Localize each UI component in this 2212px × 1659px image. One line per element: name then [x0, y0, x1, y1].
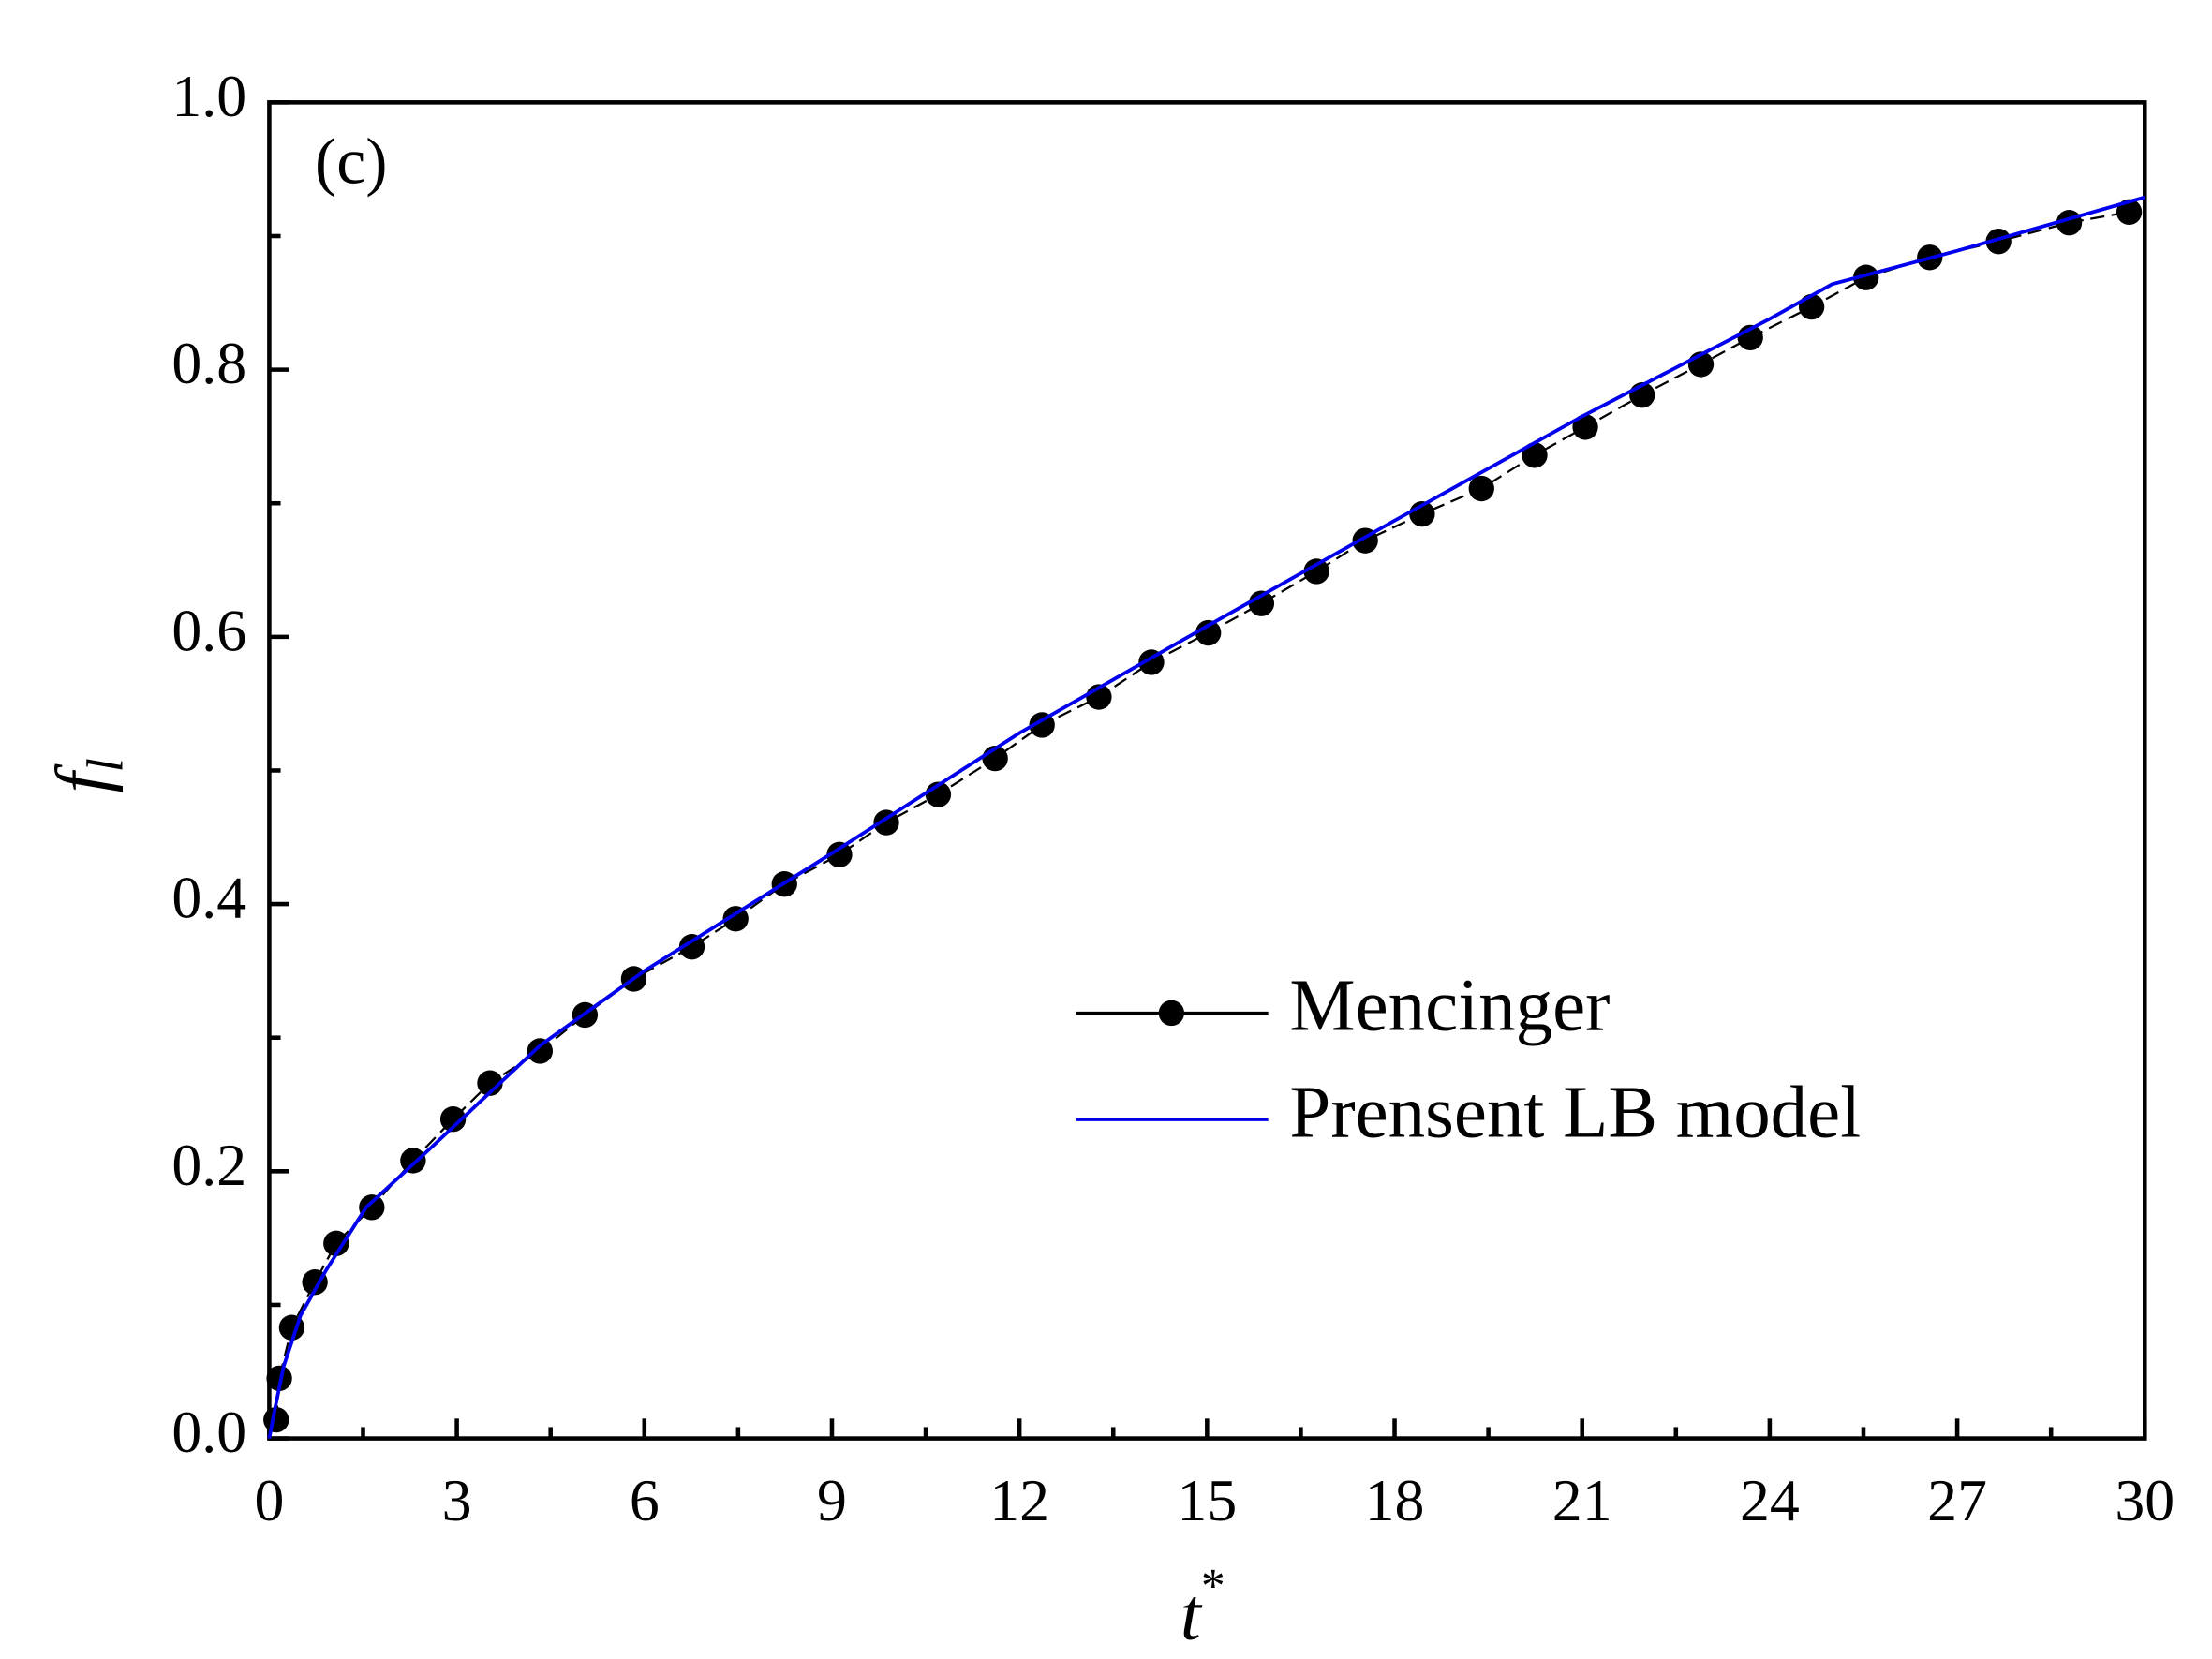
y-tick-label: 0.8: [171, 330, 246, 396]
x-tick-label: 12: [989, 1467, 1049, 1533]
legend-label: Prensent LB model: [1289, 1072, 1861, 1153]
plot-frame: [267, 100, 2147, 1441]
data-point: [1195, 619, 1222, 646]
y-label-subscript: l: [76, 758, 133, 772]
data-point: [1798, 293, 1825, 320]
data-point: [1572, 414, 1598, 440]
data-point: [678, 934, 705, 960]
x-tick-label: 30: [2115, 1467, 2175, 1533]
data-point: [1248, 590, 1275, 616]
x-label-main: t: [1180, 1575, 1203, 1656]
x-tick-label: 18: [1365, 1467, 1425, 1533]
series-line: [275, 211, 2130, 1420]
y-tick-label: 0.2: [171, 1132, 246, 1198]
x-axis-label: t*: [1180, 1560, 1225, 1656]
data-point: [359, 1194, 385, 1221]
y-axis-label: fl: [42, 758, 133, 792]
panel-label: (c): [315, 126, 388, 198]
x-tick-label: 21: [1552, 1467, 1612, 1533]
data-point: [1468, 475, 1494, 502]
data-point: [477, 1070, 503, 1096]
series-line: [267, 195, 2145, 1439]
data-point: [527, 1038, 554, 1064]
y-tick-label: 0.6: [171, 597, 246, 663]
data-point: [1852, 264, 1879, 290]
data-point: [1303, 558, 1329, 585]
data-point: [323, 1230, 349, 1257]
x-tick-label: 27: [1927, 1467, 1987, 1533]
legend-marker: [1158, 1000, 1185, 1027]
data-point: [439, 1106, 467, 1133]
data-point: [400, 1148, 426, 1174]
x-tick-label: 9: [817, 1467, 847, 1533]
y-tick-label: 0.4: [171, 865, 246, 931]
data-point: [722, 906, 749, 932]
legend-label: Mencinger: [1289, 966, 1610, 1047]
data-point: [1522, 442, 1548, 468]
data-point: [1985, 229, 2012, 255]
y-tick-label: 1.0: [171, 63, 246, 129]
x-label-superscript: *: [1201, 1560, 1225, 1613]
x-tick-label: 24: [1740, 1467, 1800, 1533]
x-tick-label: 0: [254, 1467, 284, 1533]
x-tick-label: 15: [1177, 1467, 1237, 1533]
y-tick-label: 0.0: [171, 1399, 246, 1465]
data-point: [263, 1406, 289, 1433]
data-point: [266, 1365, 292, 1392]
data-point: [826, 841, 853, 867]
x-tick-label: 3: [442, 1467, 472, 1533]
data-point: [1029, 712, 1055, 738]
data-point: [2116, 199, 2143, 225]
x-tick-label: 6: [630, 1467, 660, 1533]
